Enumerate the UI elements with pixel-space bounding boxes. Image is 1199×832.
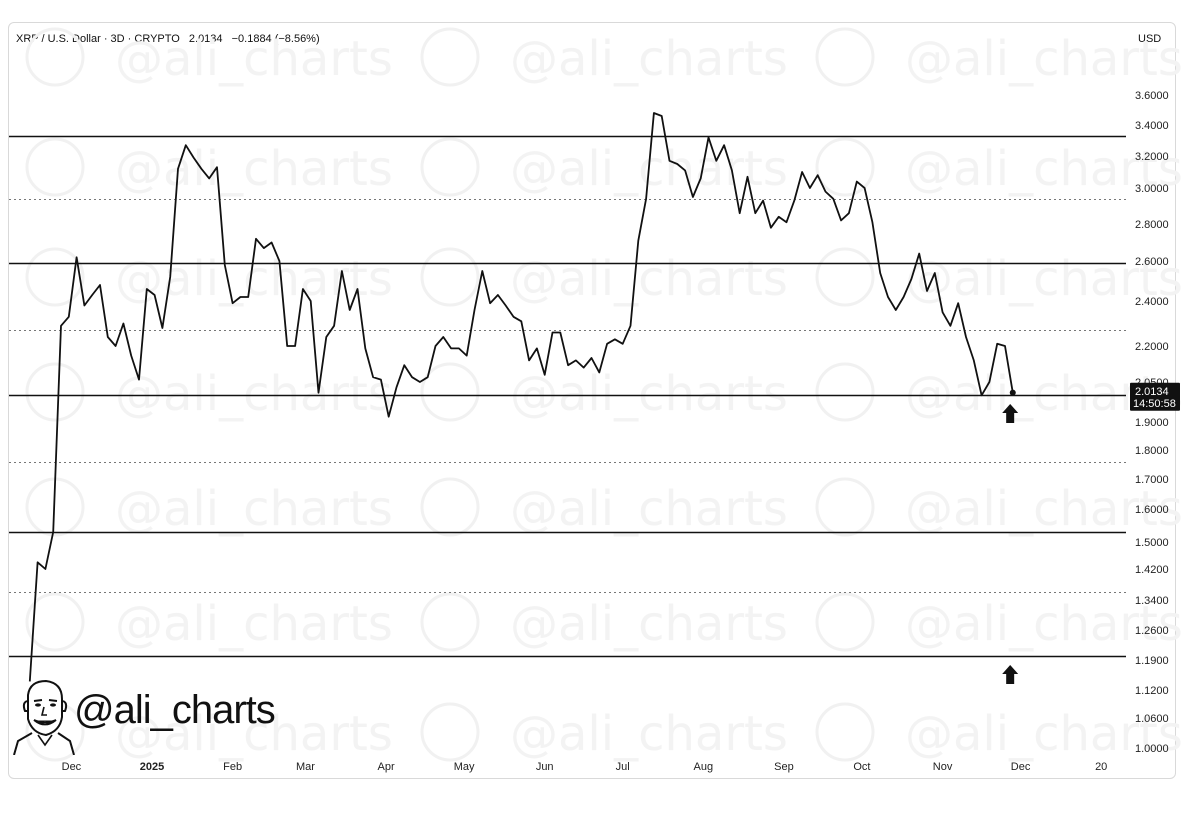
price-label: 2.0134 xyxy=(1135,386,1169,398)
x-tick-label: May xyxy=(454,761,475,773)
y-tick-label: 1.6000 xyxy=(1135,504,1169,516)
y-tick-label: 1.1200 xyxy=(1135,685,1169,697)
x-tick-label: Oct xyxy=(853,761,870,773)
watermark-text: @ali_charts xyxy=(115,596,393,652)
y-tick-label: 3.6000 xyxy=(1135,90,1169,102)
x-tick-label: Nov xyxy=(933,761,953,773)
price-line xyxy=(28,112,1014,682)
y-axis: 3.6000 3.4000 3.2000 3.0000 2.8000 2.6000 2.40… xyxy=(1130,90,1180,755)
x-tick-label: Sep xyxy=(774,761,794,773)
symbol-title: XRP / U.S. Dollar · 3D · CRYPTO xyxy=(16,33,180,45)
watermark-text: @ali_charts xyxy=(905,596,1183,652)
y-tick-label: 1.1900 xyxy=(1135,655,1169,667)
y-tick-label: 2.8000 xyxy=(1135,219,1169,231)
watermark-text: @ali_charts xyxy=(115,481,393,537)
watermark-face-icon xyxy=(420,702,480,762)
x-tick-label: Feb xyxy=(223,761,242,773)
currency-label[interactable]: USD xyxy=(1138,33,1162,45)
watermark-text: @ali_charts xyxy=(510,706,788,762)
y-tick-label: 2.4000 xyxy=(1135,296,1169,308)
price-change-pct: (−8.56%) xyxy=(274,33,320,45)
watermark-face-icon xyxy=(815,477,875,537)
watermark-text: @ali_charts xyxy=(510,481,788,537)
last-point-marker xyxy=(1009,389,1016,396)
series-layer xyxy=(28,112,1016,682)
horizontal-levels xyxy=(9,135,1126,658)
x-tick-label: 20 xyxy=(1095,761,1107,773)
watermark-face-icon xyxy=(815,592,875,652)
watermark-face-icon xyxy=(815,27,875,87)
y-tick-label: 1.8000 xyxy=(1135,445,1169,457)
y-tick-label: 1.7000 xyxy=(1135,474,1169,486)
watermark-face-icon xyxy=(420,247,480,307)
watermark-face-icon xyxy=(815,247,875,307)
x-tick-label: Apr xyxy=(378,761,395,773)
watermark-text: @ali_charts xyxy=(905,481,1183,537)
y-tick-label: 1.3400 xyxy=(1135,595,1169,607)
watermark-face-icon xyxy=(815,702,875,762)
watermark-text: @ali_charts xyxy=(905,251,1183,307)
watermark-face-icon xyxy=(420,477,480,537)
x-tick-label: Jun xyxy=(536,761,554,773)
y-tick-label: 1.0000 xyxy=(1135,743,1169,755)
watermark-face-icon xyxy=(420,27,480,87)
watermark-text: @ali_charts xyxy=(510,366,788,422)
avatar-logo xyxy=(13,679,75,755)
watermark-face-icon xyxy=(25,247,85,307)
watermark-text: @ali_charts xyxy=(905,31,1183,87)
y-tick-label: 3.4000 xyxy=(1135,120,1169,132)
y-tick-label: 2.6000 xyxy=(1135,256,1169,268)
x-axis: Dec 2025 Feb Mar Apr May Jun Jul Aug Sep Oct Nov Dec… xyxy=(62,761,1108,773)
watermark-face-icon xyxy=(420,592,480,652)
chart-header: XRP / U.S. Dollar · 3D · CRYPTO 2.0134 −… xyxy=(16,33,326,45)
price-label-box xyxy=(1130,382,1180,411)
x-tick-label: 2025 xyxy=(140,761,164,773)
overlay-layer xyxy=(1002,404,1019,684)
x-tick-label: Dec xyxy=(62,761,82,773)
x-tick-label: Dec xyxy=(1011,761,1031,773)
watermark-text: @ali_charts xyxy=(510,31,788,87)
watermark-face-icon xyxy=(815,137,875,197)
y-tick-label: 1.5000 xyxy=(1135,537,1169,549)
watermark-face-icon xyxy=(25,362,85,422)
y-tick-label: 1.0600 xyxy=(1135,713,1169,725)
y-tick-label: 3.2000 xyxy=(1135,151,1169,163)
watermark-text: @ali_charts xyxy=(115,366,393,422)
price-change: −0.1884 xyxy=(231,33,272,45)
watermark-face-icon xyxy=(815,362,875,422)
watermark-layer: @ali_charts @ali_charts @ali_charts@ali_ch… xyxy=(25,27,1183,762)
watermark-face-icon xyxy=(25,137,85,197)
y-tick-label: 1.2600 xyxy=(1135,625,1169,637)
y-tick-label: 2.2000 xyxy=(1135,341,1169,353)
watermark-text: @ali_charts xyxy=(115,31,393,87)
watermark-face-icon xyxy=(420,137,480,197)
watermark-text: @ali_charts xyxy=(905,141,1183,197)
countdown-label: 14:50:58 xyxy=(1133,398,1176,410)
arrow-up-icon xyxy=(1002,665,1019,684)
watermark-text: @ali_charts xyxy=(115,706,393,762)
watermark-text: @ali_charts xyxy=(115,141,393,197)
watermark-face-icon xyxy=(420,362,480,422)
y-tick-label: 1.9000 xyxy=(1135,417,1169,429)
last-price: 2.0134 xyxy=(188,33,223,45)
watermark-text: @ali_charts xyxy=(905,706,1183,762)
watermark-text: @ali_charts xyxy=(510,596,788,652)
y-tick-label: 3.0000 xyxy=(1135,183,1169,195)
watermark-face-icon xyxy=(25,27,85,87)
watermark-face-icon xyxy=(25,592,85,652)
x-tick-label: Aug xyxy=(694,761,714,773)
brand-handle: @ali_charts xyxy=(74,688,276,732)
watermark-text: @ali_charts xyxy=(510,251,788,307)
x-tick-label: Jul xyxy=(616,761,630,773)
arrow-up-icon xyxy=(1002,404,1019,423)
x-tick-label: Mar xyxy=(296,761,315,773)
y-tick-label: 1.4200 xyxy=(1135,564,1169,576)
